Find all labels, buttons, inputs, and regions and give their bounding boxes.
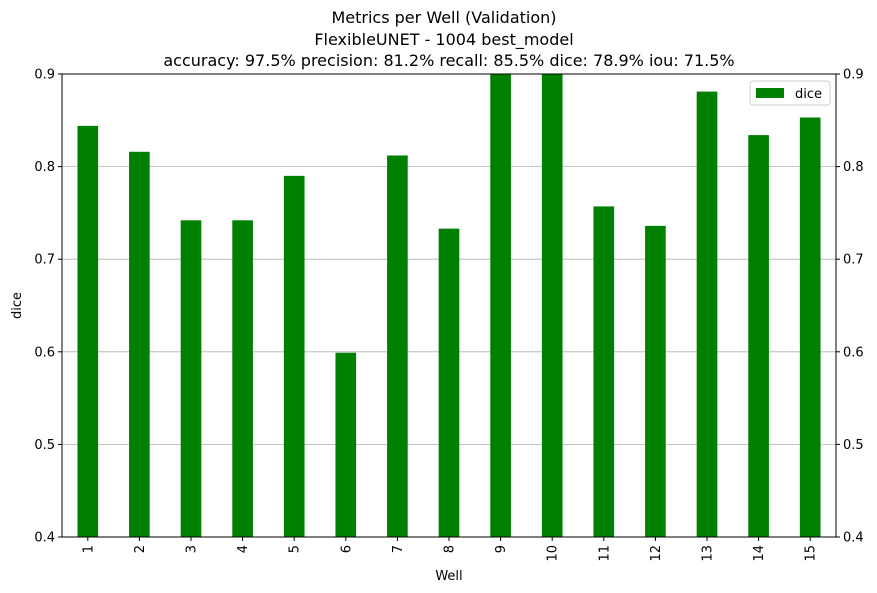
- legend-frame: [749, 80, 831, 106]
- bars: [77, 74, 821, 538]
- x-tick-label: 13: [701, 545, 716, 562]
- x-tick-label: 7: [391, 545, 406, 553]
- x-tick-label: 9: [494, 545, 509, 553]
- y-tick-label: 0.8: [34, 160, 55, 175]
- y-tick-label: 0.6: [34, 345, 55, 360]
- bar: [129, 151, 150, 537]
- bar: [283, 175, 305, 538]
- legend-label: dice: [795, 87, 822, 102]
- y-axis-left: 0.4 0.5 0.6 0.7 0.8 0.9: [34, 68, 62, 546]
- x-tick-label: 6: [339, 545, 354, 553]
- chart-title-line-2: FlexibleUNET - 1004 best_model: [314, 30, 573, 50]
- y-tick-label-right: 0.6: [843, 345, 864, 360]
- chart-title-line-3: accuracy: 97.5% precision: 81.2% recall:…: [163, 51, 734, 70]
- x-tick-label: 12: [649, 545, 664, 562]
- y-tick-label: 0.7: [34, 253, 55, 268]
- x-tick-label: 15: [804, 545, 819, 562]
- bar: [335, 352, 357, 537]
- y-axis-label: dice: [10, 292, 25, 319]
- bar: [490, 74, 511, 537]
- y-tick-label-right: 0.4: [843, 531, 864, 546]
- bar: [387, 155, 408, 537]
- bar: [438, 228, 460, 537]
- x-tick-label: 8: [443, 545, 458, 553]
- bar: [541, 74, 563, 537]
- legend-swatch: [756, 88, 784, 98]
- y-tick-label-right: 0.5: [843, 438, 864, 453]
- y-tick-label-right: 0.7: [843, 253, 864, 268]
- y-tick-label-right: 0.9: [843, 68, 864, 83]
- x-tick-label: 5: [288, 545, 303, 553]
- bar: [696, 91, 718, 538]
- y-axis-right: 0.4 0.5 0.6 0.7 0.8 0.9: [836, 68, 864, 546]
- chart-title: Metrics per Well (Validation) FlexibleUN…: [163, 8, 734, 70]
- x-tick-label: 10: [546, 545, 561, 562]
- legend: dice: [749, 80, 831, 106]
- chart-title-line-1: Metrics per Well (Validation): [331, 8, 556, 27]
- x-tick-label: 4: [236, 545, 251, 553]
- y-tick-label-right: 0.8: [843, 160, 864, 175]
- x-tick-label: 1: [81, 545, 96, 553]
- bar: [232, 220, 253, 538]
- bar: [180, 220, 202, 538]
- y-tick-label: 0.9: [34, 68, 55, 83]
- x-tick-label: 14: [752, 545, 767, 562]
- x-tick-label: 2: [133, 545, 148, 553]
- bar: [799, 117, 821, 537]
- bar: [593, 206, 615, 537]
- bar: [645, 225, 666, 537]
- y-tick-label: 0.4: [34, 531, 55, 546]
- x-tick-label: 3: [185, 545, 200, 553]
- x-axis-label: Well: [435, 569, 462, 584]
- x-tick-label: 11: [597, 545, 612, 562]
- bar: [748, 135, 769, 537]
- y-tick-label: 0.5: [34, 438, 55, 453]
- bar: [77, 125, 99, 537]
- x-axis: 1 2 3 4 5 6 7 8 9 10 11 12 13 14 15: [81, 537, 819, 562]
